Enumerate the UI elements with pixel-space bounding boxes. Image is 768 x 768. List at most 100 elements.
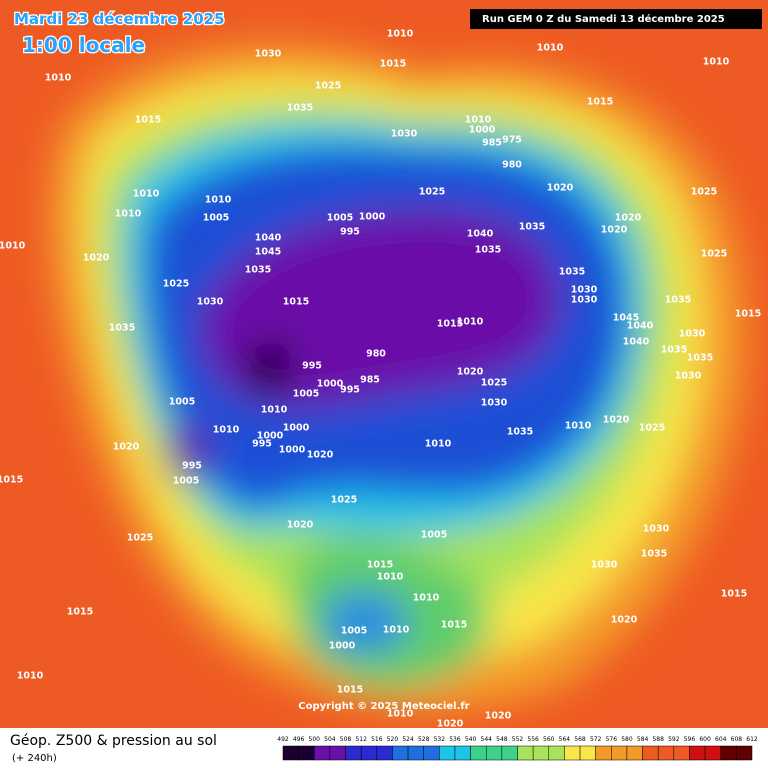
footer-title: Géop. Z500 & pression au sol (10, 733, 217, 749)
pressure-label: 1025 (481, 378, 507, 389)
legend-swatch (345, 745, 362, 761)
pressure-label: 1030 (643, 524, 670, 535)
pressure-label: 1010 (387, 29, 414, 40)
pressure-label: 1030 (255, 49, 282, 60)
legend-swatch (736, 745, 753, 761)
pressure-label: 1035 (687, 353, 713, 364)
map-field (0, 0, 768, 728)
pressure-label: 1000 (359, 212, 386, 223)
pressure-label: 1015 (587, 97, 613, 108)
pressure-label: 1030 (571, 285, 598, 296)
pressure-label: 1010 (17, 671, 44, 682)
run-box (470, 9, 762, 29)
pressure-label: 1035 (519, 222, 545, 233)
pressure-label: 1020 (611, 615, 638, 626)
legend-label: 552 (512, 736, 524, 743)
pressure-label: 1040 (467, 229, 494, 240)
pressure-label: 1020 (615, 213, 642, 224)
legend-label: 520 (387, 736, 399, 743)
pressure-label: 1025 (331, 495, 357, 506)
legend-swatch (564, 745, 581, 761)
pressure-label: 1040 (627, 321, 654, 332)
legend-label: 596 (684, 736, 696, 743)
pressure-label: 1030 (481, 398, 508, 409)
pressure-label: 1030 (679, 329, 706, 340)
legend-swatch (517, 745, 534, 761)
pressure-label: 1005 (203, 213, 229, 224)
legend-swatch (579, 745, 596, 761)
legend-swatch (689, 745, 706, 761)
footer-subtitle: (+ 240h) (12, 753, 57, 764)
pressure-label: 1035 (641, 549, 667, 560)
legend-label: 560 (543, 736, 555, 743)
legend-label: 588 (652, 736, 664, 743)
pressure-label: 1020 (601, 225, 628, 236)
pressure-label: 1010 (537, 43, 564, 54)
pressure-label: 1010 (383, 625, 410, 636)
legend-swatch (595, 745, 612, 761)
legend-label: 576 (606, 736, 618, 743)
pressure-label: 1035 (475, 245, 501, 256)
pressure-label: 1010 (465, 115, 492, 126)
legend-swatch (673, 745, 690, 761)
legend-label: 564 (559, 736, 571, 743)
legend-label: 592 (668, 736, 680, 743)
pressure-label: 1015 (441, 620, 467, 631)
legend-label: 604 (715, 736, 727, 743)
pressure-label: 1015 (0, 475, 23, 486)
legend-swatch (626, 745, 643, 761)
legend-swatch (470, 745, 487, 761)
pressure-label: 980 (366, 349, 386, 360)
pressure-label: 1010 (0, 241, 26, 252)
pressure-label: 1005 (173, 476, 199, 487)
legend-label: 600 (699, 736, 711, 743)
pressure-label: 1015 (283, 297, 309, 308)
pressure-label: 1025 (701, 249, 727, 260)
pressure-label: 1000 (469, 125, 496, 136)
legend-swatch (454, 745, 471, 761)
pressure-label: 1035 (559, 267, 585, 278)
pressure-label: 1000 (257, 431, 284, 442)
legend-label: 524 (402, 736, 414, 743)
pressure-label: 1045 (255, 247, 281, 258)
run-label: Run GEM 0 Z du Samedi 13 décembre 2025 (482, 13, 725, 25)
pressure-label: 975 (502, 135, 522, 146)
legend-swatch (439, 745, 456, 761)
legend-swatch (642, 745, 659, 761)
legend-swatch (485, 745, 503, 761)
legend-label: 508 (340, 736, 352, 743)
pressure-label: 1035 (287, 103, 313, 114)
time-label: 1:00 locale (22, 33, 145, 57)
pressure-label: 1035 (665, 295, 691, 306)
legend-swatch (611, 745, 628, 761)
legend-swatch (329, 745, 346, 761)
pressure-label: 1010 (387, 709, 414, 720)
legend-label: 548 (496, 736, 508, 743)
pressure-label: 1010 (565, 421, 592, 432)
legend-label: 608 (731, 736, 743, 743)
pressure-label: 1015 (367, 560, 393, 571)
pressure-label: 1020 (485, 711, 512, 722)
legend-swatch (720, 745, 737, 761)
pressure-label: 1005 (169, 397, 195, 408)
legend-label: 568 (574, 736, 586, 743)
pressure-label: 1015 (67, 607, 93, 618)
pressure-label: 985 (360, 375, 380, 386)
pressure-label: 1040 (255, 233, 282, 244)
pressure-label: 1030 (591, 560, 618, 571)
pressure-label: 1020 (603, 415, 630, 426)
pressure-label: 1015 (380, 59, 406, 70)
legend-label: 540 (465, 736, 477, 743)
copyright: Copyright © 2025 Meteociel.fr (298, 701, 469, 712)
pressure-label: 1025 (419, 187, 445, 198)
pressure-label: 1035 (245, 265, 271, 276)
pressure-label: 1000 (329, 641, 356, 652)
pressure-label: 1035 (661, 345, 687, 356)
legend-label: 556 (527, 736, 539, 743)
pressure-label: 1025 (163, 279, 189, 290)
pressure-label: 1010 (703, 57, 730, 68)
pressure-label: 1030 (675, 371, 702, 382)
legend-label: 492 (277, 736, 289, 743)
pressure-label: 1035 (109, 323, 135, 334)
